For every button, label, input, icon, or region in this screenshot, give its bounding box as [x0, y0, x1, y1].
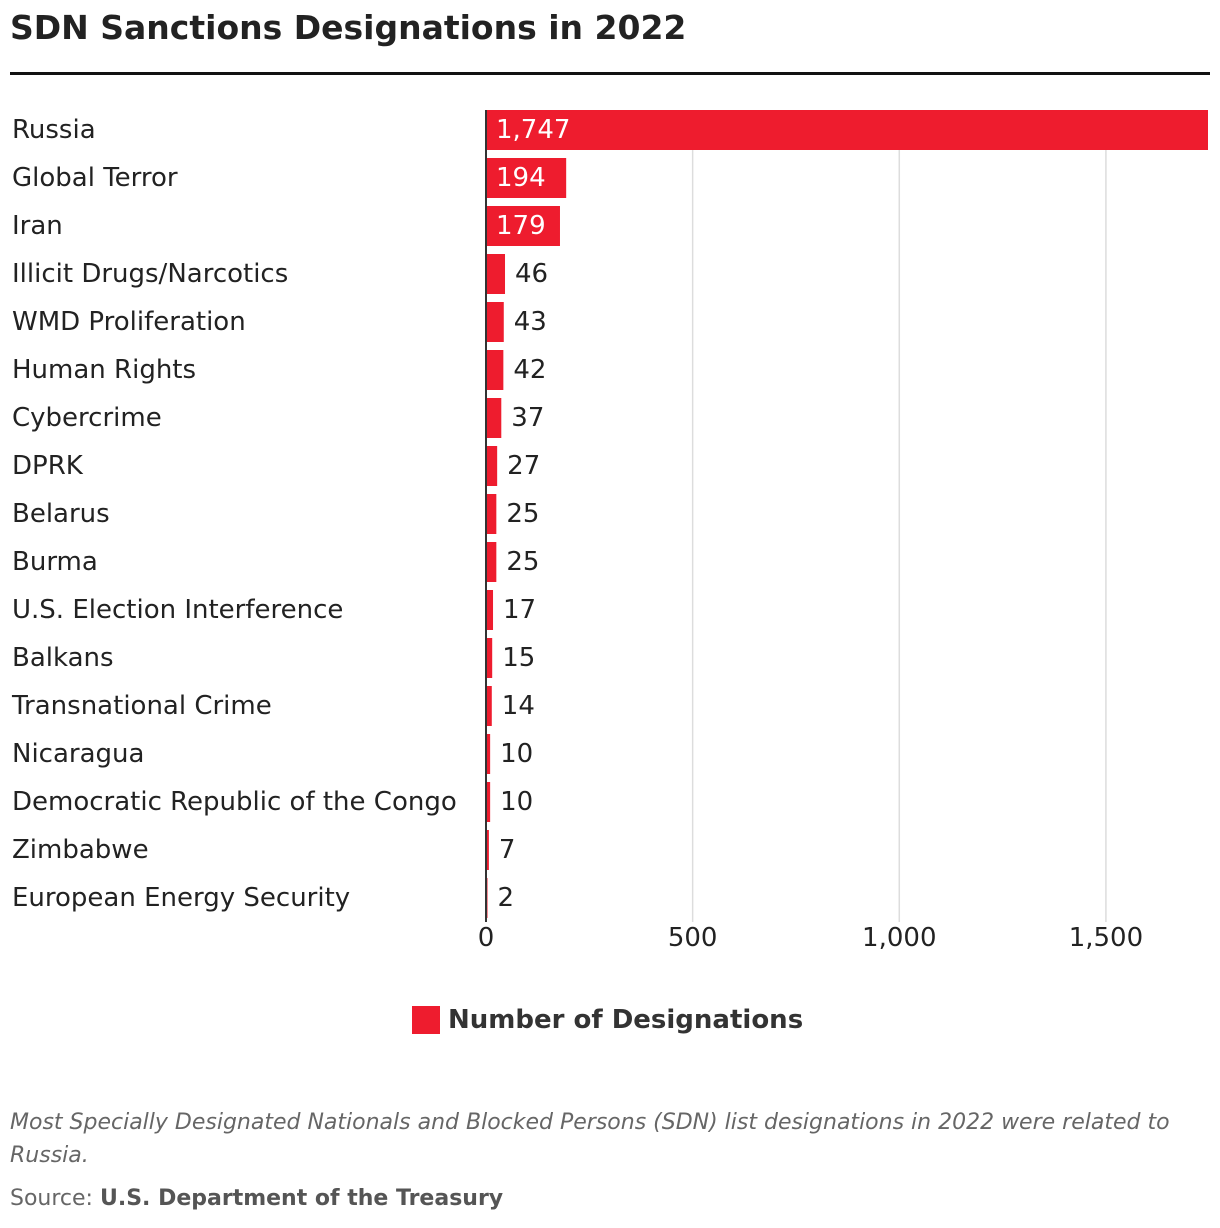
category-label: Russia — [12, 115, 96, 145]
bar — [486, 110, 1208, 150]
category-label: Transnational Crime — [11, 691, 272, 721]
data-label: 10 — [500, 739, 533, 769]
data-label: 7 — [499, 835, 516, 865]
source-line: Source: U.S. Department of the Treasury — [10, 1186, 503, 1211]
x-tick-label: 0 — [478, 923, 495, 953]
data-label: 37 — [511, 403, 544, 433]
data-label: 179 — [496, 211, 546, 241]
bar — [486, 158, 567, 198]
data-label: 25 — [506, 499, 539, 529]
category-label: Belarus — [12, 499, 110, 529]
bar — [486, 734, 491, 774]
category-label: Human Rights — [12, 355, 196, 385]
bar — [486, 830, 489, 870]
category-label: Balkans — [12, 643, 114, 673]
x-tick-label: 1,000 — [862, 923, 936, 953]
data-label: 15 — [502, 643, 535, 673]
category-label: Nicaragua — [12, 739, 144, 769]
chart-title: SDN Sanctions Designations in 2022 — [10, 8, 687, 47]
bar-chart: Russia 1,747 Global Terror 194 Iran 179 Illici… — [11, 110, 1208, 953]
data-label: 46 — [515, 259, 548, 289]
bar — [486, 302, 504, 342]
bar — [486, 686, 492, 726]
x-tick-label: 500 — [668, 923, 718, 953]
category-label: Illicit Drugs/Narcotics — [12, 259, 288, 289]
legend-swatch — [412, 1006, 440, 1034]
data-label: 1,747 — [496, 115, 570, 145]
category-label: Democratic Republic of the Congo — [12, 787, 457, 817]
source-name: U.S. Department of the Treasury — [99, 1186, 504, 1211]
category-label: Cybercrime — [12, 403, 162, 433]
bar — [486, 590, 494, 630]
chart-note: Most Specially Designated Nationals and … — [10, 1110, 1170, 1168]
bar — [486, 446, 498, 486]
data-label: 14 — [502, 691, 535, 721]
bar — [486, 398, 502, 438]
data-label: 194 — [496, 163, 546, 193]
bar — [486, 254, 506, 294]
category-label: DPRK — [12, 451, 84, 481]
legend[interactable]: Number of Designations — [412, 1005, 803, 1035]
data-label: 27 — [507, 451, 540, 481]
bar — [486, 206, 560, 246]
category-label: U.S. Election Interference — [12, 595, 343, 625]
data-label: 43 — [514, 307, 547, 337]
category-label: European Energy Security — [12, 883, 350, 913]
bar — [486, 494, 497, 534]
category-label: Global Terror — [12, 163, 178, 193]
category-label: Iran — [12, 211, 63, 241]
data-label: 25 — [506, 547, 539, 577]
data-label: 17 — [503, 595, 536, 625]
category-label: Burma — [12, 547, 98, 577]
title-divider — [10, 72, 1210, 75]
legend-label: Number of Designations — [448, 1005, 804, 1035]
bar — [486, 638, 493, 678]
category-label: Zimbabwe — [12, 835, 149, 865]
category-label: WMD Proliferation — [12, 307, 246, 337]
data-label: 2 — [498, 883, 515, 913]
data-label: 42 — [513, 355, 546, 385]
x-tick-label: 1,500 — [1069, 923, 1143, 953]
bar — [486, 782, 491, 822]
bar — [486, 542, 497, 582]
bar — [486, 350, 504, 390]
source-prefix: Source: — [10, 1186, 93, 1211]
data-label: 10 — [500, 787, 533, 817]
